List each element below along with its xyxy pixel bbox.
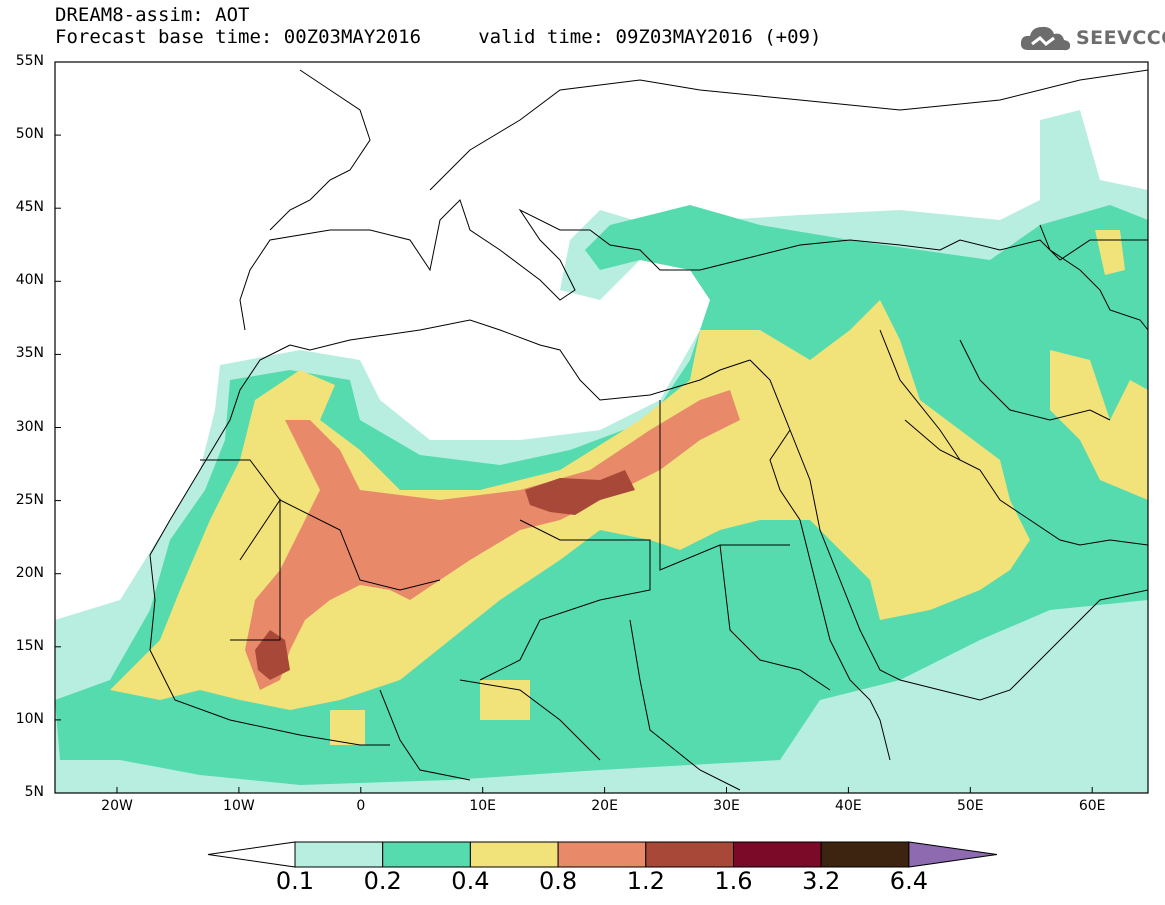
colorbar-segment	[733, 841, 822, 868]
lon-label: 50E	[956, 798, 984, 814]
cloud-icon	[1020, 26, 1071, 51]
map-title: DREAM8-assim: AOT	[55, 4, 250, 26]
lat-label: 55N	[15, 53, 44, 69]
lat-label: 20N	[15, 564, 44, 581]
lat-label: 45N	[15, 199, 44, 216]
forecast-time-line: Forecast base time: 00Z03MAY2016 valid t…	[55, 26, 822, 48]
colorbar-label: 1.2	[626, 867, 665, 895]
colorbar-label: 0.4	[451, 867, 490, 895]
colorbar-segment	[820, 841, 910, 868]
lon-label: 10E	[469, 798, 497, 814]
lat-label: 50N	[15, 126, 44, 143]
colorbar-segment	[469, 841, 559, 868]
colorbar-segment	[557, 841, 647, 868]
colorbar-segment	[382, 841, 471, 868]
lon-label: 20E	[591, 798, 618, 814]
colorbar-label: 0.2	[363, 867, 402, 895]
lon-label: 40E	[835, 798, 862, 814]
colorbar-segment	[645, 841, 734, 868]
colorbar-label: 3.2	[802, 867, 841, 895]
colorbar-label: 6.4	[889, 867, 928, 895]
logo-text: SEEVCCC	[1076, 27, 1165, 49]
lat-label: 25N	[15, 491, 44, 508]
colorbar-segment	[294, 841, 384, 868]
lon-label: 10W	[223, 798, 255, 814]
colorbar-low-triangle	[207, 841, 296, 868]
colorbar-label: 0.8	[539, 867, 578, 895]
lon-label: 60E	[1078, 798, 1106, 814]
lat-label: 40N	[15, 272, 44, 289]
colorbar-label: 1.6	[714, 867, 753, 895]
lat-label: 30N	[15, 418, 44, 435]
lon-label: 20W	[101, 798, 133, 814]
lon-label: 30E	[713, 798, 740, 814]
lat-label: 10N	[15, 710, 44, 727]
lat-label: 5N	[24, 784, 44, 800]
lon-label: 0	[356, 798, 366, 814]
lat-label: 35N	[15, 345, 44, 362]
colorbar-high-triangle	[908, 841, 998, 868]
lat-label: 15N	[15, 637, 44, 654]
colorbar	[207, 841, 998, 868]
colorbar-label: 0.1	[275, 867, 315, 895]
